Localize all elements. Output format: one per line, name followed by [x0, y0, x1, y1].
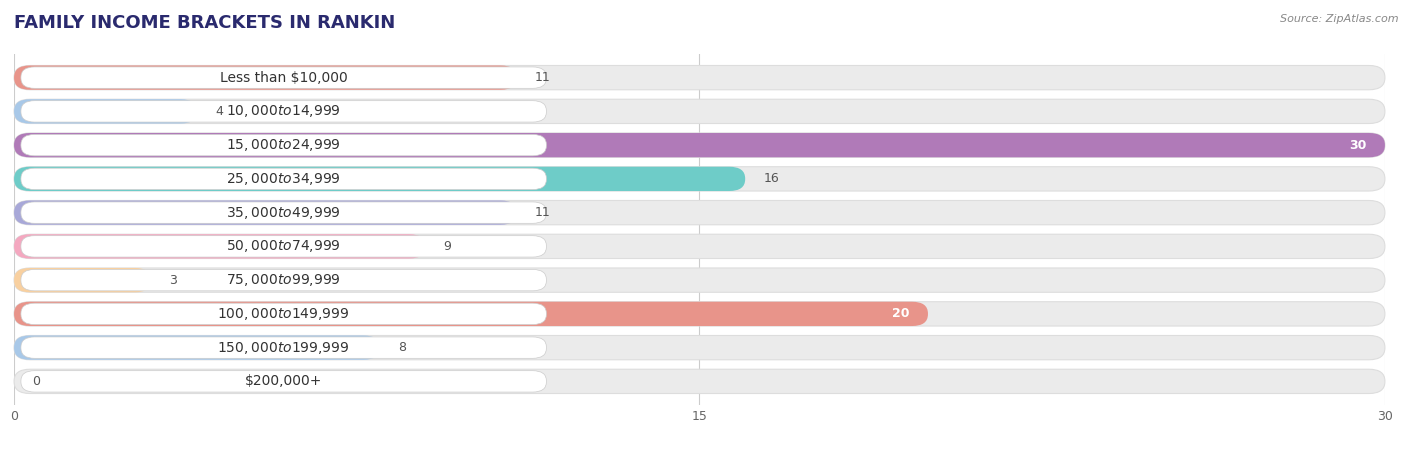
FancyBboxPatch shape	[21, 371, 547, 392]
FancyBboxPatch shape	[14, 369, 1385, 393]
FancyBboxPatch shape	[14, 65, 517, 90]
FancyBboxPatch shape	[14, 201, 517, 225]
Text: 20: 20	[893, 307, 910, 320]
Text: $35,000 to $49,999: $35,000 to $49,999	[226, 205, 342, 220]
FancyBboxPatch shape	[21, 135, 547, 156]
Text: 11: 11	[536, 71, 551, 84]
Text: $75,000 to $99,999: $75,000 to $99,999	[226, 272, 342, 288]
Text: Source: ZipAtlas.com: Source: ZipAtlas.com	[1281, 14, 1399, 23]
FancyBboxPatch shape	[14, 302, 928, 326]
Text: 8: 8	[398, 341, 406, 354]
FancyBboxPatch shape	[14, 166, 1385, 191]
Text: 3: 3	[170, 274, 177, 287]
FancyBboxPatch shape	[14, 65, 1385, 90]
Text: $15,000 to $24,999: $15,000 to $24,999	[226, 137, 342, 153]
Text: $10,000 to $14,999: $10,000 to $14,999	[226, 104, 342, 119]
FancyBboxPatch shape	[14, 99, 1385, 123]
FancyBboxPatch shape	[21, 168, 547, 189]
Text: 16: 16	[763, 172, 779, 185]
Text: 30: 30	[1350, 139, 1367, 152]
FancyBboxPatch shape	[14, 234, 426, 258]
FancyBboxPatch shape	[14, 336, 380, 360]
Text: $100,000 to $149,999: $100,000 to $149,999	[218, 306, 350, 322]
FancyBboxPatch shape	[21, 202, 547, 223]
FancyBboxPatch shape	[14, 234, 1385, 258]
FancyBboxPatch shape	[14, 99, 197, 123]
FancyBboxPatch shape	[21, 101, 547, 122]
FancyBboxPatch shape	[14, 166, 745, 191]
FancyBboxPatch shape	[21, 337, 547, 358]
Text: FAMILY INCOME BRACKETS IN RANKIN: FAMILY INCOME BRACKETS IN RANKIN	[14, 14, 395, 32]
FancyBboxPatch shape	[21, 270, 547, 291]
FancyBboxPatch shape	[21, 236, 547, 257]
Text: 9: 9	[444, 240, 451, 253]
FancyBboxPatch shape	[21, 67, 547, 88]
FancyBboxPatch shape	[14, 302, 1385, 326]
Text: $50,000 to $74,999: $50,000 to $74,999	[226, 238, 342, 254]
FancyBboxPatch shape	[14, 201, 1385, 225]
Text: $200,000+: $200,000+	[245, 374, 322, 388]
FancyBboxPatch shape	[14, 133, 1385, 157]
FancyBboxPatch shape	[21, 303, 547, 324]
Text: Less than $10,000: Less than $10,000	[219, 71, 347, 85]
FancyBboxPatch shape	[14, 336, 1385, 360]
Text: 0: 0	[32, 375, 41, 388]
Text: $25,000 to $34,999: $25,000 to $34,999	[226, 171, 342, 187]
FancyBboxPatch shape	[14, 133, 1385, 157]
FancyBboxPatch shape	[14, 268, 152, 292]
FancyBboxPatch shape	[14, 268, 1385, 292]
Text: $150,000 to $199,999: $150,000 to $199,999	[218, 340, 350, 356]
Text: 11: 11	[536, 206, 551, 219]
Text: 4: 4	[215, 105, 224, 118]
